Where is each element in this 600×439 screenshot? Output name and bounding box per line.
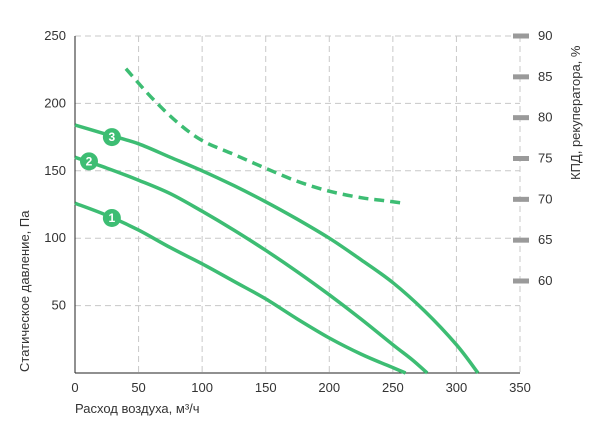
series-line-3 [74, 123, 480, 375]
x-tick-label: 50 [131, 380, 145, 395]
series-marker-label-3: 3 [109, 130, 116, 144]
series-layer [74, 67, 480, 375]
x-tick-label: 250 [382, 380, 404, 395]
y2-tick-marker [513, 115, 529, 121]
series-marker-label-1: 1 [109, 211, 116, 225]
x-tick-label: 0 [71, 380, 78, 395]
y2-tick-label: 80 [538, 110, 552, 125]
series-line-2 [74, 155, 429, 375]
y-tick-label: 250 [44, 28, 66, 43]
y2-tick-marker [513, 33, 529, 39]
grid [75, 35, 521, 373]
y-tick-label: 100 [44, 230, 66, 245]
y2-tick-label: 60 [538, 273, 552, 288]
efficiency-dashed-line [124, 67, 406, 206]
y2-tick-marker [513, 237, 529, 243]
y-axis-title: Статическое давление, Па [17, 210, 32, 372]
y-tick-label: 200 [44, 95, 66, 110]
y2-tick-marker [513, 156, 529, 161]
tick-labels: 0 50 100 150 200 250 300 350 50 100 150 200 250 60 65 7… [44, 28, 552, 395]
y2-tick-label: 85 [538, 69, 552, 84]
series-marker-label-2: 2 [86, 154, 93, 168]
y2-tick-marker [513, 196, 529, 202]
series-marker-3 [102, 128, 121, 147]
series-line-1 [74, 201, 407, 375]
y-tick-label: 50 [52, 298, 66, 313]
x-axis-title: Расход воздуха, м³/ч [75, 401, 200, 416]
y2-tick-label: 65 [538, 232, 552, 247]
x-tick-label: 350 [509, 380, 531, 395]
y2-tick-marker [513, 278, 529, 284]
y2-tick-marker [513, 74, 529, 80]
y2-tick-markers [513, 33, 529, 284]
y2-axis-title: КПД, рекуператора, % [568, 45, 583, 180]
y-tick-label: 150 [44, 163, 66, 178]
y2-tick-label: 70 [538, 191, 552, 206]
y2-tick-label: 75 [538, 151, 552, 166]
x-tick-label: 300 [446, 380, 468, 395]
x-tick-label: 100 [191, 380, 213, 395]
y2-tick-label: 90 [538, 28, 552, 43]
x-tick-label: 200 [318, 380, 340, 395]
x-tick-label: 150 [255, 380, 277, 395]
series-marker-2 [79, 152, 98, 171]
series-markers: 1 2 3 [79, 128, 121, 227]
series-marker-1 [102, 208, 121, 227]
